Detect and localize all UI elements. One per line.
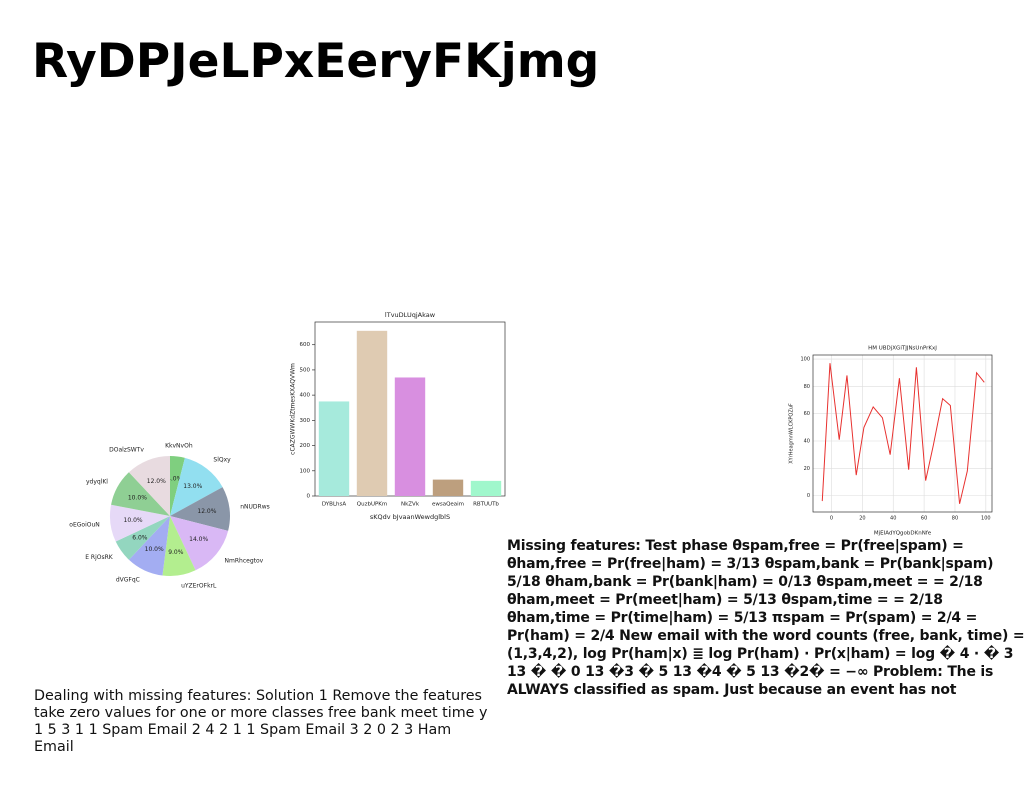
- pie-value-label: 9.0%: [168, 549, 184, 556]
- pie-value-label: 4.0%: [167, 476, 183, 483]
- x-tick-label: DYBLhsA: [322, 502, 346, 508]
- pie-slice: [170, 457, 223, 516]
- x-tick-label: 20: [859, 516, 865, 522]
- pie-category-label: DOalzSWTv: [109, 447, 144, 454]
- y-tick-label: 0: [307, 494, 311, 500]
- x-tick-label: NkZVk: [401, 502, 420, 508]
- pie-category-label: NmRhcegtov: [225, 558, 264, 565]
- bar: [356, 330, 388, 496]
- pie-slice: [162, 516, 196, 576]
- pie-slice: [128, 456, 170, 516]
- x-tick-label: 60: [921, 516, 927, 522]
- pie-value-label: 13.0%: [183, 483, 202, 490]
- line-series: [821, 363, 985, 504]
- x-tick-label: RBTUUTb: [473, 502, 499, 508]
- pie-slice: [128, 516, 170, 576]
- x-tick-label: 80: [952, 516, 958, 522]
- bar: [432, 479, 464, 496]
- slide-title: RyDPJeLPxEeryFKjmg: [32, 34, 600, 89]
- pie-slice: [110, 504, 170, 542]
- pie-category-label: E RjOsRK: [85, 554, 114, 561]
- pie-category-label: uYZErOFkrL: [181, 582, 217, 589]
- y-tick-label: 80: [804, 384, 810, 390]
- pie-value-label: 6.0%: [132, 534, 148, 541]
- pie-value-label: 10.0%: [128, 495, 147, 502]
- x-tick-label: 0: [830, 516, 833, 522]
- x-tick-label: 40: [890, 516, 896, 522]
- pie-slice: [170, 456, 185, 516]
- y-tick-label: 40: [804, 439, 810, 445]
- y-tick-label: 400: [300, 393, 311, 399]
- pie-slice: [115, 516, 170, 560]
- y-tick-label: 200: [300, 443, 311, 449]
- pie-category-label: KkvNvOh: [165, 442, 193, 449]
- left-text: Dealing with missing features: Solution …: [34, 688, 488, 755]
- y-tick-label: 100: [300, 468, 311, 474]
- x-tick-label: 100: [981, 516, 991, 522]
- pie-category-label: SlQxy: [213, 457, 231, 464]
- pie-value-label: 10.0%: [124, 517, 143, 524]
- y-tick-label: 500: [300, 367, 311, 373]
- pie-category-label: dVGFqC: [116, 577, 140, 584]
- y-axis-label: XYrHeagmnWLCKPQZuF: [789, 403, 795, 464]
- bar: [470, 480, 502, 496]
- y-tick-label: 20: [804, 466, 810, 472]
- x-tick-label: QuzbUPKm: [357, 502, 388, 508]
- y-tick-label: 600: [300, 342, 311, 348]
- pie-value-label: 12.0%: [147, 478, 166, 485]
- plot-frame: [812, 354, 993, 513]
- pie-category-label: nNUDRws: [240, 504, 270, 511]
- chart-title: lTvuDLUqjAkaw: [385, 311, 436, 319]
- chart-title: HM UBDjXGiTJJNsUnPrKxJ: [868, 346, 937, 352]
- x-axis-label: MjEIAdYQgobDKnNfe: [874, 531, 932, 537]
- pie-value-label: 14.0%: [189, 536, 208, 543]
- x-tick-label: ewsaQeaim: [432, 502, 464, 508]
- y-tick-label: 100: [800, 357, 810, 363]
- pie-slice: [170, 516, 229, 571]
- y-axis-label: cCAZGWWKdZtmesKXAQVWm: [290, 363, 297, 455]
- pie-slice: [170, 487, 231, 531]
- x-axis-label: sKQdv bJvaanWewdglblS: [370, 513, 450, 521]
- pie-slice: [111, 472, 170, 516]
- pie-category-label: oEGoiOuN: [69, 521, 99, 528]
- bar: [318, 401, 350, 496]
- pie-category-label: ydyqlKl: [86, 478, 108, 485]
- y-tick-label: 0: [807, 493, 810, 499]
- y-tick-label: 300: [300, 418, 311, 424]
- y-tick-label: 60: [804, 411, 810, 417]
- pie-value-label: 12.0%: [197, 508, 216, 515]
- pie-value-label: 10.0%: [145, 546, 164, 553]
- bar: [394, 377, 426, 496]
- right-text: Missing features: Test phase θspam,free …: [507, 538, 1024, 698]
